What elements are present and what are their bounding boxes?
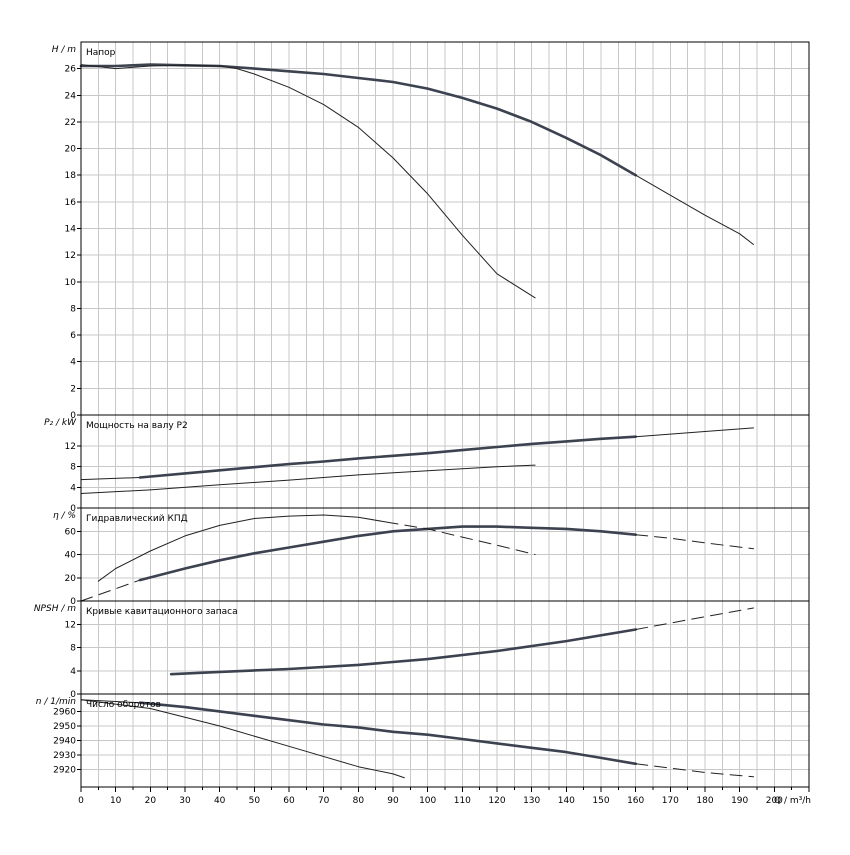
x-tick-label: 80: [353, 796, 365, 806]
series-2-0: [80, 579, 141, 602]
series-0-1: [635, 174, 754, 245]
series-3-1: [635, 607, 754, 630]
x-tick-label: 190: [731, 796, 748, 806]
series-1-1: [138, 435, 638, 479]
y-tick-label: 6: [70, 331, 76, 341]
panel-title: Мощность на валу P2: [86, 421, 188, 431]
x-tick-label: 20: [145, 796, 157, 806]
y-tick-label: 4: [70, 667, 76, 677]
y-tick-label: 2950: [53, 722, 76, 732]
panel-1: 0 4 8 12 P₂ / kW Мощность на валу P2: [44, 414, 810, 514]
y-tick-label: 4: [70, 483, 76, 493]
panel-title: Гидравлический КПД: [86, 514, 188, 524]
panel-title: Число оборотов: [86, 700, 161, 710]
y-tick-label: 20: [65, 145, 77, 155]
y-tick-label: 20: [65, 574, 77, 584]
y-tick-label: 0: [70, 597, 76, 607]
y-tick-label: 10: [65, 278, 77, 288]
y-tick-label: 2960: [53, 707, 76, 717]
y-axis-label: NPSH / m: [34, 604, 76, 614]
x-tick-label: 50: [249, 796, 261, 806]
x-axis-label: Q / m³/h: [774, 796, 811, 806]
series-2-4: [385, 521, 536, 555]
y-tick-label: 8: [70, 304, 76, 314]
x-tick-label: 40: [214, 796, 226, 806]
panel-3: 0 4 8 12 NPSH / m Кривые кавитационного запас…: [34, 600, 810, 700]
x-tick-label: 10: [110, 796, 122, 806]
series-4-4: [392, 773, 411, 781]
x-tick-label: 150: [592, 796, 609, 806]
series-1-0: [80, 477, 141, 481]
y-tick-label: 4: [70, 358, 76, 368]
x-tick-label: 200: [766, 796, 783, 806]
panel-title: Кривые кавитационного запаса: [86, 607, 238, 617]
x-tick-label: 100: [419, 796, 436, 806]
x-tick-label: 60: [283, 796, 295, 806]
y-tick-label: 18: [65, 171, 77, 181]
y-tick-label: 0: [70, 504, 76, 514]
series-2-1: [138, 525, 638, 582]
y-axis-label: η / %: [53, 511, 76, 521]
y-tick-label: 0: [70, 690, 76, 700]
y-tick-label: 12: [65, 620, 76, 630]
panel-title: Напор: [86, 48, 116, 58]
y-tick-label: 14: [65, 225, 77, 235]
y-tick-label: 0: [70, 411, 76, 421]
y-axis-label: P₂ / kW: [44, 418, 77, 428]
y-tick-label: 22: [65, 118, 76, 128]
y-tick-label: 60: [65, 527, 77, 537]
x-tick-label: 170: [662, 796, 679, 806]
series-1-3: [80, 464, 536, 494]
x-tick-label: 110: [454, 796, 471, 806]
series-4-3: [80, 699, 394, 775]
y-axis-label: n / 1/min: [36, 697, 76, 707]
y-tick-label: 12: [65, 251, 76, 261]
series-2-3: [97, 514, 387, 582]
series-4-0: [80, 699, 141, 704]
y-tick-label: 16: [65, 198, 77, 208]
x-tick-label: 30: [179, 796, 191, 806]
series-1-2: [635, 427, 754, 438]
y-tick-label: 2920: [53, 766, 76, 776]
series-0-2: [80, 64, 536, 299]
x-tick-label: 120: [488, 796, 505, 806]
y-tick-label: 24: [65, 91, 77, 101]
x-tick-label: 70: [318, 796, 330, 806]
y-tick-label: 2: [70, 384, 76, 394]
y-tick-label: 40: [65, 551, 77, 561]
x-tick-label: 0: [78, 796, 84, 806]
y-axis-label: H / m: [52, 45, 77, 55]
panel-2: 0 20 40 60 η / % Гидравлический КПД: [53, 507, 810, 607]
x-tick-label: 140: [558, 796, 575, 806]
x-tick-label: 130: [523, 796, 540, 806]
y-tick-label: 2940: [53, 737, 76, 747]
y-tick-label: 12: [65, 442, 76, 452]
y-tick-label: 26: [65, 65, 77, 75]
x-tick-label: 180: [696, 796, 713, 806]
y-tick-label: 2930: [53, 751, 76, 761]
x-tick-label: 160: [627, 796, 644, 806]
x-tick-label: 90: [387, 796, 399, 806]
series-3-0: [169, 628, 638, 676]
y-tick-label: 8: [70, 644, 76, 654]
y-tick-label: 8: [70, 463, 76, 473]
series-4-1: [138, 701, 638, 766]
